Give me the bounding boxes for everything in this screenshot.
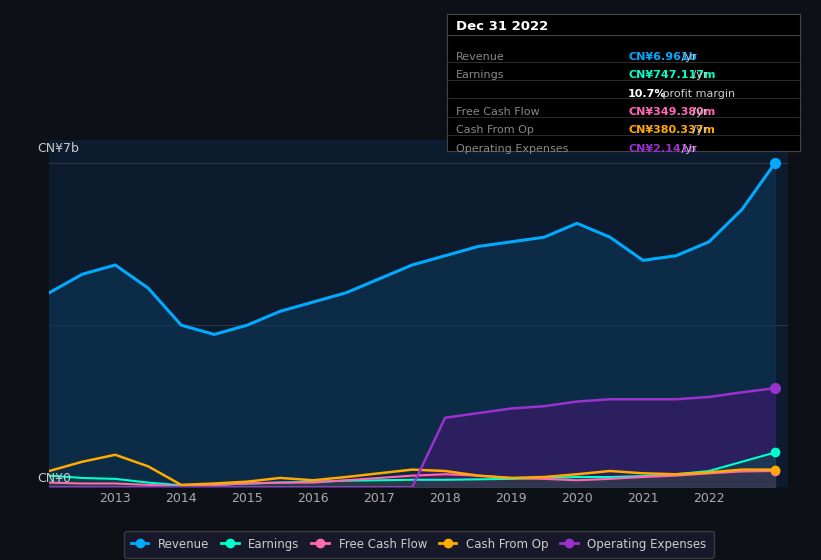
Text: Dec 31 2022: Dec 31 2022 [456, 20, 548, 32]
Text: Earnings: Earnings [456, 71, 504, 80]
Text: Operating Expenses: Operating Expenses [456, 144, 568, 154]
Text: CN¥0: CN¥0 [37, 472, 71, 486]
Text: /yr: /yr [678, 144, 697, 154]
Text: CN¥7b: CN¥7b [37, 142, 79, 155]
Text: Cash From Op: Cash From Op [456, 125, 534, 136]
Text: 10.7%: 10.7% [628, 88, 667, 99]
Text: CN¥380.337m: CN¥380.337m [628, 125, 715, 136]
Text: /yr: /yr [678, 52, 697, 62]
Text: Revenue: Revenue [456, 52, 504, 62]
Text: profit margin: profit margin [659, 88, 736, 99]
Text: Free Cash Flow: Free Cash Flow [456, 107, 539, 117]
Text: /yr: /yr [690, 71, 708, 80]
Text: CN¥349.380m: CN¥349.380m [628, 107, 715, 117]
Text: CN¥2.141b: CN¥2.141b [628, 144, 696, 154]
Text: CN¥6.961b: CN¥6.961b [628, 52, 697, 62]
Text: /yr: /yr [690, 125, 708, 136]
Text: CN¥747.117m: CN¥747.117m [628, 71, 716, 80]
Text: /yr: /yr [690, 107, 708, 117]
Legend: Revenue, Earnings, Free Cash Flow, Cash From Op, Operating Expenses: Revenue, Earnings, Free Cash Flow, Cash … [124, 530, 713, 558]
